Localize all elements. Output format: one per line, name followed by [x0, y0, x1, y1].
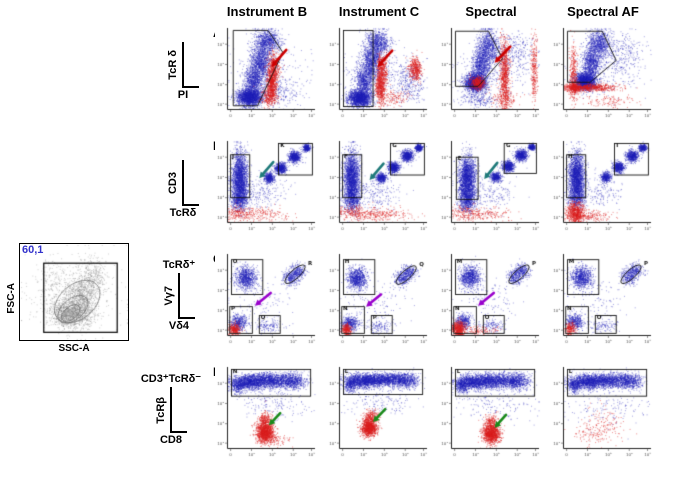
axes-icon — [182, 42, 199, 88]
plot-d-instrument-b — [215, 364, 319, 460]
plot-a-spectral — [439, 25, 543, 121]
pre-gating-plot: FSC-A 60,1 SSC-A — [6, 243, 129, 354]
plot-a-instrument-b — [215, 25, 319, 121]
plot-b-spectral — [439, 138, 543, 234]
plot-c-instrument-c — [327, 251, 431, 347]
plot-b-instrument-b — [215, 138, 319, 234]
plot-c-instrument-b — [215, 251, 319, 347]
row-d-xlabel: CD8 — [159, 434, 182, 446]
fsc-ssc-contour-plot — [19, 243, 129, 341]
row-c-axis-key: TcRδ⁺ Vγ7 Vδ4 — [146, 258, 212, 332]
row-c-pre-label: TcRδ⁺ — [162, 259, 196, 271]
plot-c-spectral — [439, 251, 543, 347]
plot-d-instrument-c — [327, 364, 431, 460]
side-plot-ylabel: FSC-A — [6, 283, 17, 314]
row-c-xlabel: Vδ4 — [168, 320, 190, 332]
plot-d-spectral — [439, 364, 543, 460]
plot-b-spectral-af — [551, 138, 655, 234]
plot-c-spectral-af — [551, 251, 655, 347]
row-b-xlabel: TcRδ — [169, 207, 197, 219]
plot-d-spectral-af — [551, 364, 655, 460]
axes-icon — [170, 387, 187, 433]
row-a-ylabel: TcR δ — [167, 50, 179, 80]
row-d-ylabel: TcRβ — [155, 396, 167, 424]
axes-icon — [178, 273, 195, 319]
side-plot-xlabel: SSC-A — [58, 343, 90, 354]
row-b-axis-glyph: CD3 — [167, 160, 199, 206]
column-header-instrument-b: Instrument B — [226, 4, 308, 19]
row-c-ylabel: Vγ7 — [163, 286, 175, 306]
panel-grid — [215, 25, 655, 460]
row-a-axis-key: TcR δ PI — [150, 40, 216, 101]
gate-percentage-label: 60,1 — [22, 244, 44, 256]
column-header-spectral-af: Spectral AF — [567, 4, 639, 19]
column-header-spectral: Spectral — [465, 4, 517, 19]
row-b-axis-key: CD3 TcRδ — [150, 158, 216, 219]
row-b-ylabel: CD3 — [167, 171, 179, 194]
column-header-instrument-c: Instrument C — [338, 4, 420, 19]
row-a-xlabel: PI — [177, 89, 189, 101]
row-c-axis-glyph: Vγ7 — [163, 273, 195, 319]
row-d-pre-label: CD3⁺TcRδ⁻ — [140, 373, 202, 385]
axes-icon — [182, 160, 199, 206]
row-d-axis-glyph: TcRβ — [155, 387, 187, 433]
plot-b-instrument-c — [327, 138, 431, 234]
row-a-axis-glyph: TcR δ — [167, 42, 199, 88]
plot-a-spectral-af — [551, 25, 655, 121]
plot-a-instrument-c — [327, 25, 431, 121]
row-d-axis-key: CD3⁺TcRδ⁻ TcRβ CD8 — [138, 372, 204, 446]
